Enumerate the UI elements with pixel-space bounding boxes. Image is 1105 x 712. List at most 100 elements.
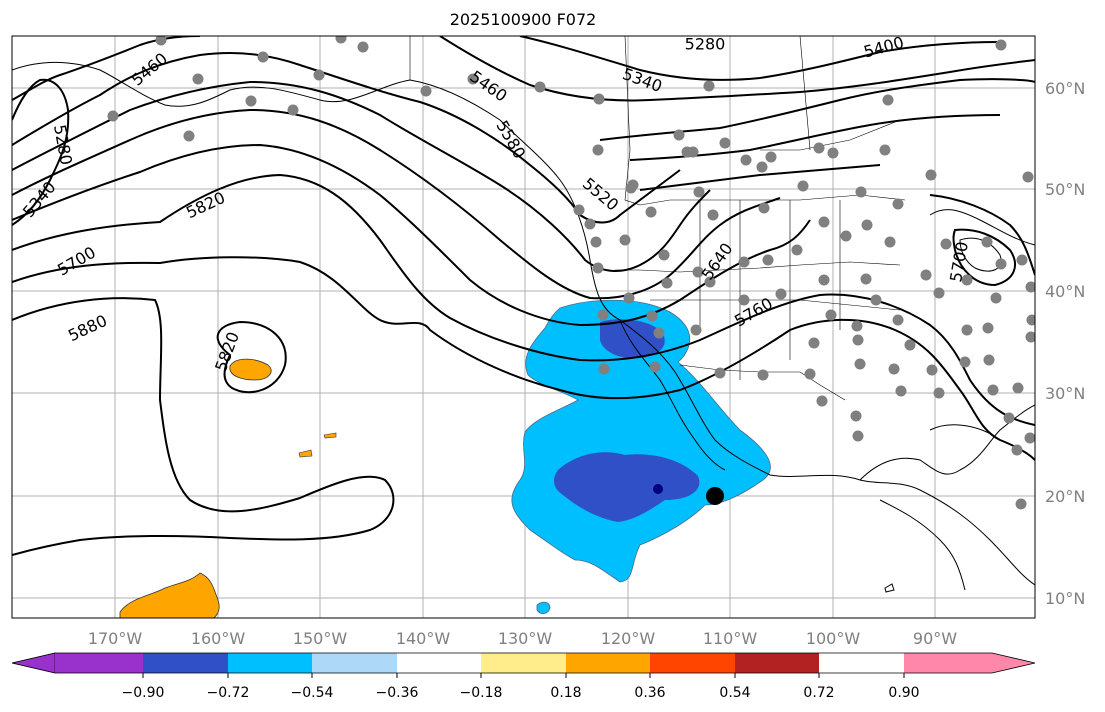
station-dot <box>982 322 994 334</box>
station-dot <box>646 310 658 322</box>
station-dot <box>592 144 604 156</box>
lat-tick-label: 60°N <box>1045 79 1085 98</box>
station-dot <box>879 144 891 156</box>
lon-tick-label: 90°W <box>913 629 957 648</box>
station-dot <box>852 334 864 346</box>
colorbar-tick-label: −0.90 <box>122 685 165 701</box>
station-markers <box>107 36 1035 510</box>
station-dot <box>926 364 938 376</box>
colorbar-segment <box>397 653 481 673</box>
station-dot <box>797 180 809 192</box>
station-dot <box>827 147 839 159</box>
station-dot <box>852 430 864 442</box>
map-title: 2025100900 F072 <box>449 10 597 29</box>
station-dot <box>904 339 916 351</box>
station-dot <box>107 110 119 122</box>
station-dot <box>870 294 882 306</box>
station-dot <box>933 387 945 399</box>
colorbar-tick-label: −0.72 <box>207 685 250 701</box>
station-dot <box>895 385 907 397</box>
station-dot <box>855 186 867 198</box>
colorbar-segment <box>735 653 819 673</box>
station-dot <box>467 73 479 85</box>
station-dot <box>573 204 585 216</box>
latitude-tick-labels: 60°N 50°N 40°N 30°N 20°N 10°N <box>1045 79 1085 608</box>
colorbar-tick-label: −0.18 <box>460 685 503 701</box>
station-dot <box>590 236 602 248</box>
station-dot <box>995 39 1007 51</box>
station-dot <box>673 129 685 141</box>
station-dot <box>854 358 866 370</box>
colorbar-segment <box>904 653 1035 673</box>
map-frame <box>11 35 1036 619</box>
station-dot <box>420 85 432 97</box>
station-dot <box>584 218 596 230</box>
lon-tick-label: 170°W <box>88 629 143 648</box>
station-dot <box>1011 444 1023 456</box>
colorbar-tick-label: 0.18 <box>550 685 581 701</box>
station-dot <box>920 269 932 281</box>
lon-tick-label: 150°W <box>293 629 348 648</box>
station-dot <box>961 274 973 286</box>
station-dot <box>1026 314 1035 326</box>
colorbar-tick-label: 0.36 <box>634 685 665 701</box>
contour-label: 5280 <box>685 35 726 54</box>
coastlines <box>12 62 1035 593</box>
station-dot <box>1015 498 1027 510</box>
colorbar-segment <box>566 653 650 673</box>
colorbar-tick-label: 0.54 <box>719 685 750 701</box>
station-dot <box>653 327 665 339</box>
colorbar-segment <box>11 652 56 674</box>
station-dot <box>995 258 1007 270</box>
station-dot <box>183 130 195 142</box>
station-dot <box>155 36 167 46</box>
colorbar-segment <box>312 653 397 673</box>
station-dot <box>762 254 774 266</box>
station-dot <box>645 206 657 218</box>
station-dot <box>1012 382 1024 394</box>
colorbar-segment <box>143 653 228 673</box>
station-dot <box>257 51 269 63</box>
station-dot <box>850 410 862 422</box>
colorbar-segment <box>55 653 143 673</box>
station-dot <box>1025 331 1035 343</box>
station-dot <box>940 238 952 250</box>
station-dot <box>707 209 719 221</box>
longitude-tick-labels: 170°W 160°W 150°W 140°W 130°W 120°W 110°W 100°W… <box>88 629 957 648</box>
station-dot <box>287 104 299 116</box>
station-dot <box>892 314 904 326</box>
station-dot <box>740 154 752 166</box>
lon-tick-label: 130°W <box>498 629 553 648</box>
station-dot <box>714 367 726 379</box>
station-dot <box>534 81 546 93</box>
station-dot <box>961 324 973 336</box>
colorbar-segment <box>481 653 566 673</box>
colorbar-tick-label: 0.72 <box>803 685 834 701</box>
station-dot <box>1022 171 1034 183</box>
station-dot <box>983 354 995 366</box>
station-dot <box>593 93 605 105</box>
colorbar-segment <box>650 653 735 673</box>
station-dot <box>693 186 705 198</box>
station-dot <box>661 277 673 289</box>
station-dot <box>981 236 993 248</box>
station-dot <box>925 169 937 181</box>
station-dot <box>959 356 971 368</box>
station-dot <box>840 230 852 242</box>
station-dot <box>703 80 715 92</box>
station-dot <box>987 384 999 396</box>
colorbar <box>11 652 1036 674</box>
station-dot <box>804 368 816 380</box>
station-dot <box>649 361 661 373</box>
station-dot <box>313 69 325 81</box>
station-dot <box>692 266 704 278</box>
lat-tick-label: 30°N <box>1045 384 1085 403</box>
station-dot <box>813 142 825 154</box>
station-dot <box>597 309 609 321</box>
station-dot <box>882 94 894 106</box>
anomaly-fill-negative <box>511 299 771 614</box>
storm-center-marker <box>706 487 724 505</box>
station-dot <box>335 36 347 44</box>
station-dot <box>990 292 1002 304</box>
